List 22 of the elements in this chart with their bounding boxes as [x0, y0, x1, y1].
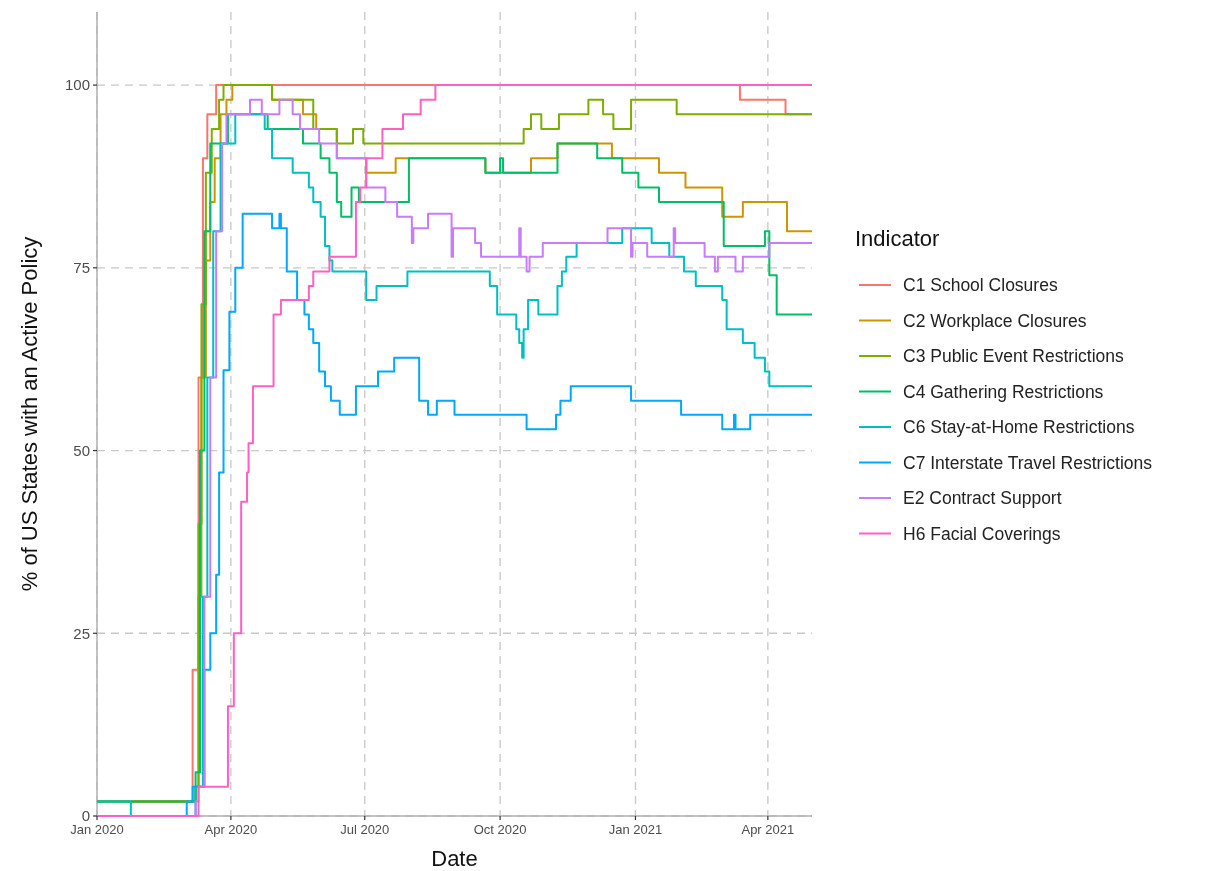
x-tick-label: Jan 2020 — [70, 822, 124, 837]
y-axis-title: % of US States with an Active Policy — [17, 236, 42, 592]
x-tick-label: Jul 2020 — [340, 822, 390, 837]
legend-label: C6 Stay-at-Home Restrictions — [903, 417, 1135, 438]
y-tick-label: 75 — [73, 259, 90, 277]
legend-label: C3 Public Event Restrictions — [903, 346, 1125, 367]
legend-label: C2 Workplace Closures — [903, 310, 1087, 331]
y-tick-label: 50 — [73, 441, 90, 459]
y-tick-label: 100 — [64, 76, 90, 94]
legend-label: C1 School Closures — [903, 275, 1058, 296]
legend-label: H6 Facial Coverings — [903, 523, 1061, 544]
legend-label: C4 Gathering Restrictions — [903, 381, 1104, 402]
legend-label: C7 Interstate Travel Restrictions — [903, 452, 1153, 473]
y-tick-label: 25 — [73, 624, 90, 642]
x-tick-label: Apr 2021 — [741, 822, 795, 837]
x-tick-label: Apr 2020 — [204, 822, 258, 837]
legend-title: Indicator — [855, 226, 940, 251]
y-tick-label: 0 — [81, 807, 90, 825]
x-axis-title: Date — [431, 846, 478, 871]
legend-label: E2 Contract Support — [903, 488, 1062, 509]
x-tick-label: Jan 2021 — [608, 822, 663, 837]
x-tick-label: Oct 2020 — [473, 822, 527, 837]
